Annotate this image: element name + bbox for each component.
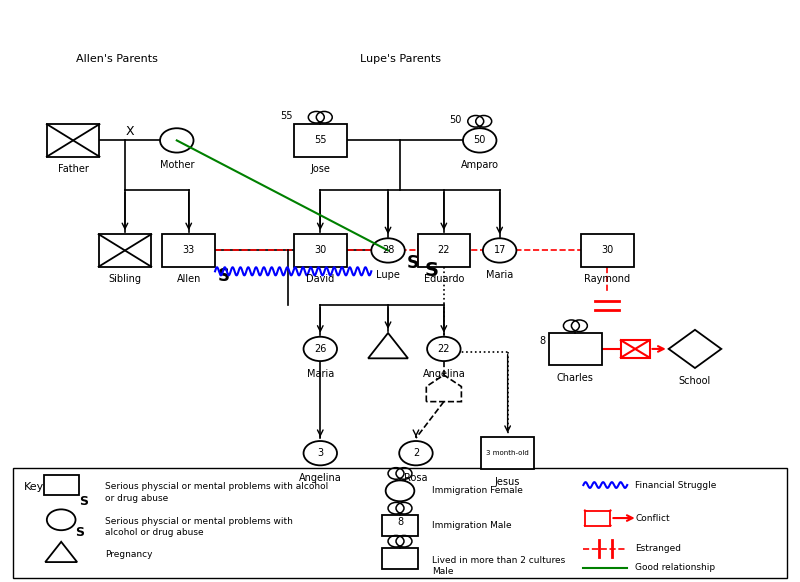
Text: Male: Male [432, 567, 454, 576]
Text: Serious physcial or mental problems with: Serious physcial or mental problems with [105, 517, 293, 526]
Text: 30: 30 [314, 246, 326, 255]
Text: Lupe: Lupe [376, 270, 400, 280]
Text: Estranged: Estranged [635, 544, 681, 553]
Circle shape [399, 441, 433, 466]
Bar [382, 515, 418, 536]
Text: Allen's Parents: Allen's Parents [76, 54, 158, 64]
Text: 3 month-old: 3 month-old [486, 450, 529, 456]
Text: School: School [679, 375, 711, 385]
Bar [14, 468, 786, 578]
Text: 28: 28 [382, 246, 394, 255]
Text: 2: 2 [413, 448, 419, 458]
Text: 26: 26 [314, 344, 326, 354]
Text: Jose: Jose [310, 164, 330, 174]
Text: Maria: Maria [486, 270, 514, 280]
Text: Good relationship: Good relationship [635, 563, 715, 572]
Text: Rosa: Rosa [404, 473, 428, 483]
Text: Jesus: Jesus [495, 477, 520, 487]
Text: S: S [407, 254, 419, 272]
Text: Pregnancy: Pregnancy [105, 550, 153, 559]
Bar [162, 234, 215, 267]
Bar [581, 234, 634, 267]
Text: 55: 55 [280, 111, 292, 121]
Text: Angelina: Angelina [299, 473, 342, 483]
Circle shape [463, 128, 497, 152]
Text: Financial Struggle: Financial Struggle [635, 481, 717, 489]
Bar [382, 548, 418, 569]
Text: 55: 55 [314, 136, 326, 146]
Text: Serious physcial or mental problems with alcohol: Serious physcial or mental problems with… [105, 482, 328, 491]
Circle shape [47, 509, 75, 530]
Polygon shape [426, 375, 462, 402]
Text: David: David [306, 274, 334, 284]
Text: Eduardo: Eduardo [424, 274, 464, 284]
Text: S: S [425, 261, 439, 280]
Polygon shape [46, 542, 77, 562]
Bar [585, 510, 610, 526]
Bar [294, 234, 346, 267]
Text: Immigration Female: Immigration Female [432, 487, 522, 495]
Text: Immigration Male: Immigration Male [432, 521, 511, 530]
Polygon shape [368, 333, 408, 359]
Text: 22: 22 [438, 246, 450, 255]
Circle shape [483, 238, 516, 262]
Circle shape [303, 337, 337, 361]
Text: Mother: Mother [159, 160, 194, 170]
Text: S: S [75, 526, 85, 538]
Text: 17: 17 [494, 246, 506, 255]
Circle shape [303, 441, 337, 466]
Bar [418, 234, 470, 267]
Text: Father: Father [58, 164, 89, 174]
Polygon shape [669, 330, 722, 368]
Text: Key:: Key: [24, 482, 47, 492]
Text: Conflict: Conflict [635, 513, 670, 523]
Text: 8: 8 [397, 517, 403, 527]
Text: 50: 50 [449, 115, 462, 125]
Text: Maria: Maria [306, 368, 334, 379]
Text: S: S [218, 267, 230, 285]
Bar [294, 124, 346, 157]
Text: Sibling: Sibling [109, 274, 142, 284]
Text: Lived in more than 2 cultures: Lived in more than 2 cultures [432, 556, 565, 565]
Circle shape [427, 337, 461, 361]
Text: X: X [126, 125, 134, 137]
Circle shape [371, 238, 405, 262]
Bar [549, 333, 602, 365]
Text: or drug abuse: or drug abuse [105, 494, 168, 503]
Text: Charles: Charles [557, 372, 594, 383]
Text: Allen: Allen [177, 274, 201, 284]
Bar [44, 474, 78, 495]
Circle shape [160, 128, 194, 152]
Bar [47, 124, 99, 157]
Circle shape [386, 480, 414, 501]
Bar [482, 437, 534, 470]
Text: Lupe's Parents: Lupe's Parents [359, 54, 441, 64]
Text: 8: 8 [539, 336, 545, 346]
Text: S: S [78, 495, 88, 509]
Bar [98, 234, 151, 267]
Text: 22: 22 [438, 344, 450, 354]
Text: Angelina: Angelina [422, 368, 466, 379]
Bar [621, 340, 650, 357]
Text: Raymond: Raymond [584, 274, 630, 284]
Text: Amparo: Amparo [461, 160, 498, 170]
Text: 30: 30 [601, 246, 614, 255]
Text: 50: 50 [474, 136, 486, 146]
Text: 3: 3 [318, 448, 323, 458]
Text: alcohol or drug abuse: alcohol or drug abuse [105, 528, 204, 538]
Text: 33: 33 [182, 246, 195, 255]
